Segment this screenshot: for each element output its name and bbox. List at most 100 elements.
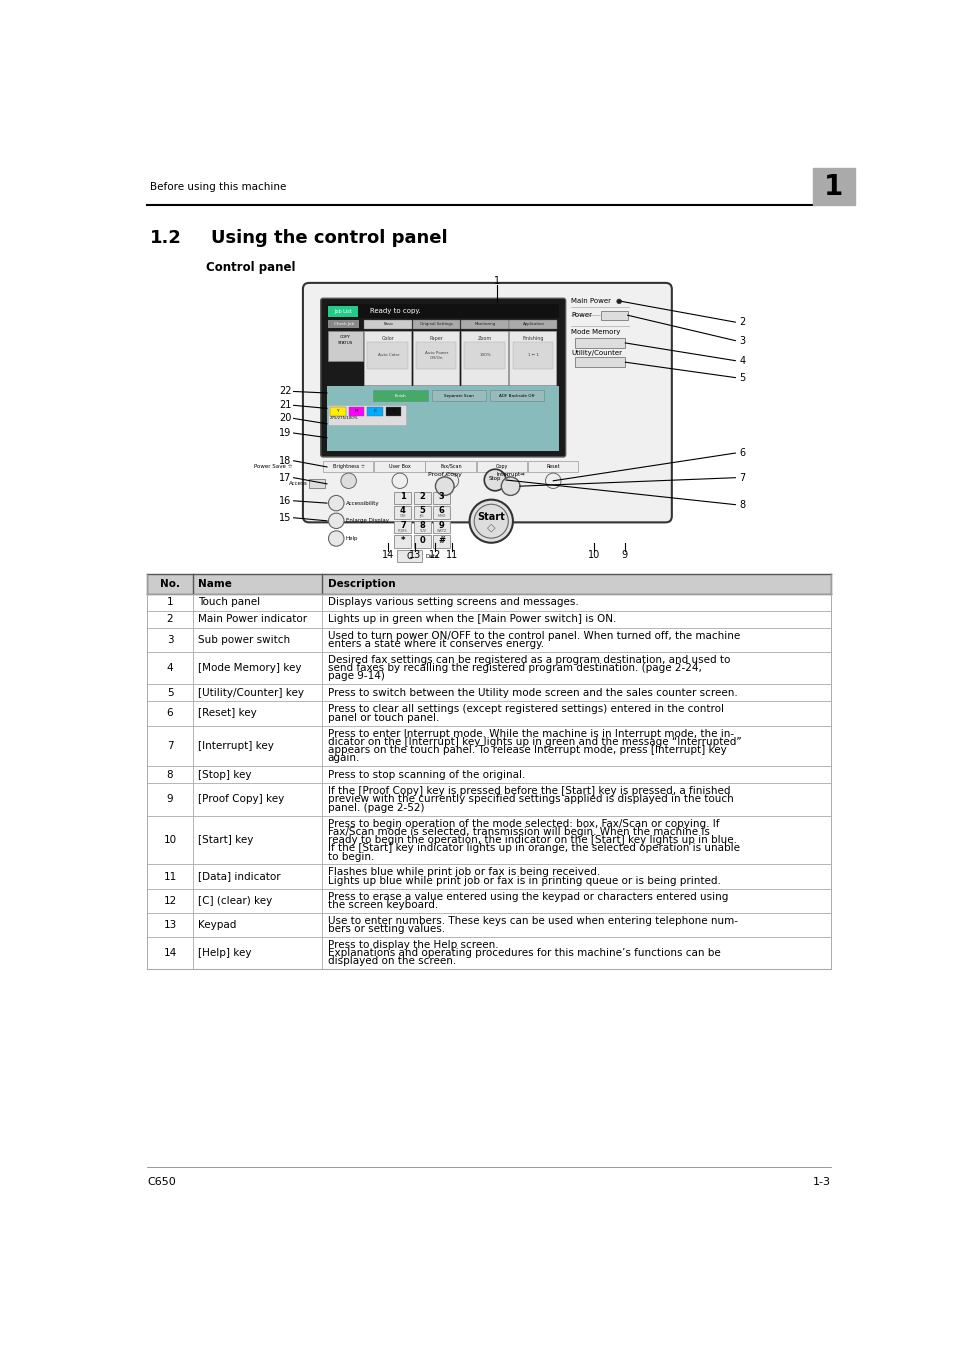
Text: Control panel: Control panel xyxy=(206,261,295,274)
Bar xyxy=(309,479,324,489)
Bar xyxy=(509,331,556,385)
Text: ready to begin the operation, the indicator on the [Start] key lights up in blue: ready to begin the operation, the indica… xyxy=(328,836,736,845)
Text: 14: 14 xyxy=(163,948,176,958)
Text: 1: 1 xyxy=(493,277,499,286)
Text: Proof Copy: Proof Copy xyxy=(427,472,461,477)
Text: 20: 20 xyxy=(278,413,291,424)
Bar xyxy=(396,549,421,563)
Text: 11: 11 xyxy=(163,872,176,882)
FancyBboxPatch shape xyxy=(303,284,671,522)
Bar xyxy=(323,460,373,471)
Text: 2: 2 xyxy=(739,317,744,327)
Text: 9: 9 xyxy=(620,549,627,560)
Text: Data: Data xyxy=(425,554,438,559)
Text: Press to erase a value entered using the keypad or characters entered using: Press to erase a value entered using the… xyxy=(328,891,727,902)
Text: 3: 3 xyxy=(438,491,444,501)
Circle shape xyxy=(392,472,407,489)
Text: 4: 4 xyxy=(167,663,173,674)
Text: Reset: Reset xyxy=(546,463,559,468)
Text: Lights up in green when the [Main Power switch] is ON.: Lights up in green when the [Main Power … xyxy=(328,614,616,625)
Text: COPY: COPY xyxy=(339,335,351,339)
Text: 21: 21 xyxy=(278,401,291,410)
Text: 100%: 100% xyxy=(479,354,491,358)
Text: send faxes by recalling the registered program destination. (page 2-24,: send faxes by recalling the registered p… xyxy=(328,663,700,674)
Bar xyxy=(433,521,450,533)
Text: Interrupt⇒: Interrupt⇒ xyxy=(496,472,524,477)
Bar xyxy=(147,612,830,628)
Text: 11: 11 xyxy=(446,549,458,560)
FancyBboxPatch shape xyxy=(320,298,565,456)
Text: Used to turn power ON/OFF to the control panel. When turned off, the machine: Used to turn power ON/OFF to the control… xyxy=(328,630,740,641)
Text: 12: 12 xyxy=(429,549,441,560)
Text: User Box: User Box xyxy=(389,463,410,468)
Text: 18: 18 xyxy=(279,456,291,466)
Bar xyxy=(330,406,345,416)
Text: 12: 12 xyxy=(163,896,176,906)
Bar xyxy=(812,169,855,205)
Text: MNO: MNO xyxy=(437,514,445,518)
Bar xyxy=(364,320,412,329)
Bar xyxy=(147,888,830,913)
Text: ◇: ◇ xyxy=(486,522,495,532)
Bar xyxy=(425,460,476,471)
Text: C650: C650 xyxy=(147,1177,175,1187)
Text: [Utility/Counter] key: [Utility/Counter] key xyxy=(198,688,304,698)
Circle shape xyxy=(494,472,509,489)
Text: 5: 5 xyxy=(419,506,425,516)
Text: page 9-14): page 9-14) xyxy=(328,671,384,682)
Text: K: K xyxy=(392,409,395,413)
Bar xyxy=(394,521,411,533)
Bar xyxy=(373,390,427,401)
Bar xyxy=(394,491,411,504)
Bar xyxy=(147,594,830,612)
Bar xyxy=(414,536,431,548)
Bar xyxy=(147,767,830,783)
Text: 8: 8 xyxy=(739,500,744,510)
Bar xyxy=(512,342,553,369)
Text: Using the control panel: Using the control panel xyxy=(211,230,447,247)
Text: 10: 10 xyxy=(163,836,176,845)
Text: Power Save ☆: Power Save ☆ xyxy=(253,463,292,468)
Text: [Stop] key: [Stop] key xyxy=(198,769,252,780)
Text: 14: 14 xyxy=(381,549,394,560)
Text: Access: Access xyxy=(289,481,307,486)
Bar xyxy=(527,460,578,471)
Text: No.: No. xyxy=(160,579,180,589)
Text: 1 ← 1: 1 ← 1 xyxy=(528,354,538,358)
Text: Keypad: Keypad xyxy=(198,919,236,930)
Text: 6: 6 xyxy=(739,448,744,458)
Bar xyxy=(147,725,830,767)
Text: Lights up blue while print job or fax is in printing queue or is being printed.: Lights up blue while print job or fax is… xyxy=(328,876,720,886)
Text: enters a state where it conserves energy.: enters a state where it conserves energy… xyxy=(328,639,543,649)
Bar xyxy=(476,460,526,471)
Text: Basic: Basic xyxy=(383,323,393,327)
Text: 7: 7 xyxy=(739,472,744,483)
Text: bers or setting values.: bers or setting values. xyxy=(328,923,444,934)
Bar xyxy=(367,342,408,369)
Text: PQRS: PQRS xyxy=(397,529,407,533)
Bar xyxy=(364,331,411,385)
Text: panel. (page 2-52): panel. (page 2-52) xyxy=(328,803,424,813)
Circle shape xyxy=(328,513,344,528)
Bar xyxy=(147,628,830,652)
Text: 8: 8 xyxy=(167,769,173,780)
Text: Mode Memory: Mode Memory xyxy=(571,329,619,335)
Bar xyxy=(433,506,450,518)
Text: 1: 1 xyxy=(823,173,842,201)
Text: 10: 10 xyxy=(588,549,599,560)
Text: 8: 8 xyxy=(419,521,425,531)
Text: Zoom: Zoom xyxy=(477,336,492,340)
Circle shape xyxy=(484,470,505,491)
Text: 3: 3 xyxy=(167,634,173,645)
Text: 7: 7 xyxy=(399,521,405,531)
Text: Touch panel: Touch panel xyxy=(198,598,260,608)
Text: Press to display the Help screen.: Press to display the Help screen. xyxy=(328,940,497,950)
Text: Sub power switch: Sub power switch xyxy=(198,634,290,645)
Text: Press to enter Interrupt mode. While the machine is in Interrupt mode, the in-: Press to enter Interrupt mode. While the… xyxy=(328,729,733,738)
Bar xyxy=(575,338,624,347)
Bar xyxy=(414,491,431,504)
Text: 19: 19 xyxy=(279,428,291,437)
Bar xyxy=(464,342,504,369)
Text: Main Power indicator: Main Power indicator xyxy=(198,614,307,625)
Text: *: * xyxy=(400,536,405,544)
